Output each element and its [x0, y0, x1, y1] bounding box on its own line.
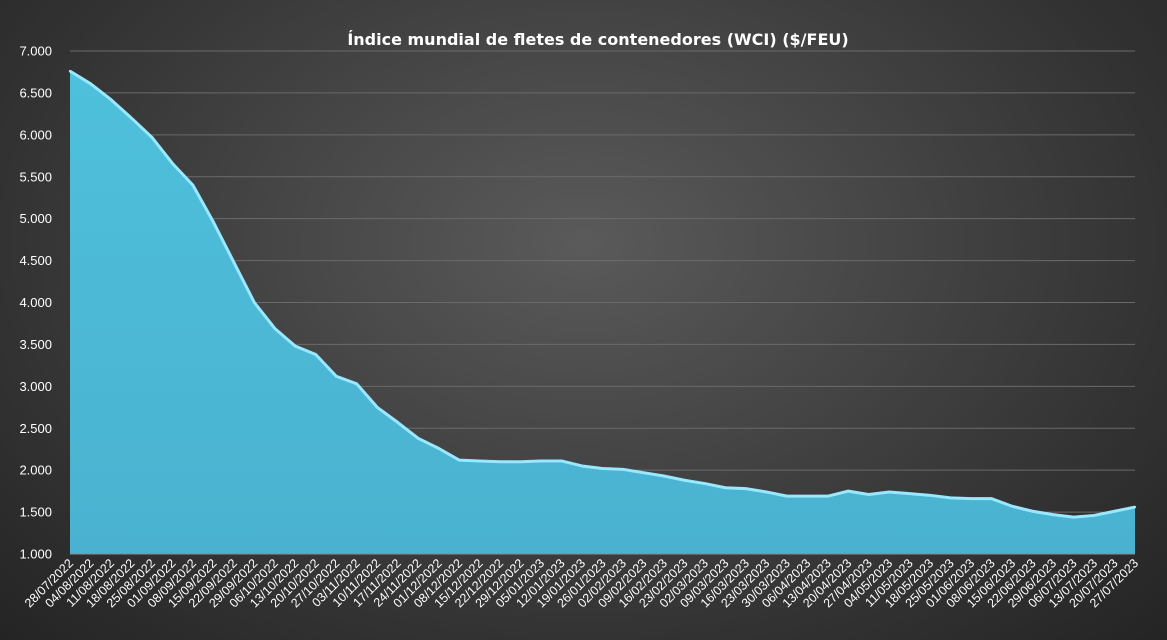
data-point	[662, 474, 666, 478]
data-point	[703, 482, 707, 485]
data-point	[908, 492, 911, 495]
data-point	[171, 162, 174, 165]
data-point	[847, 489, 850, 493]
data-point	[969, 497, 973, 500]
data-point	[314, 353, 317, 356]
y-tick-label: 1.500	[19, 505, 52, 520]
data-point	[867, 493, 870, 496]
data-point	[355, 382, 358, 386]
data-point	[949, 496, 952, 500]
data-point	[785, 494, 789, 498]
y-tick-label: 2.500	[19, 421, 52, 436]
y-tick-label: 4.000	[19, 295, 52, 310]
data-point	[396, 421, 399, 424]
data-point	[498, 460, 502, 463]
x-axis: 28/07/202204/08/202211/08/202218/08/2022…	[22, 553, 1141, 610]
data-point	[1010, 505, 1014, 508]
series-area	[70, 71, 1135, 555]
y-tick-label: 1.000	[19, 547, 52, 562]
data-point	[1113, 510, 1116, 513]
data-point	[1072, 515, 1075, 519]
chart-title: Índice mundial de fletes de contenedores…	[347, 30, 848, 49]
data-point	[294, 344, 297, 348]
plot-area	[68, 69, 1137, 555]
data-point	[150, 136, 154, 139]
data-point	[724, 486, 727, 489]
data-point	[765, 490, 768, 494]
data-point	[68, 69, 72, 73]
y-axis: 1.000 1.500 2.000 2.500 3.000 3.500 4.000 4.500…	[19, 44, 52, 562]
data-point	[478, 459, 481, 463]
data-point	[1051, 513, 1055, 516]
data-point	[253, 301, 256, 304]
data-point	[232, 261, 236, 264]
data-point	[1031, 510, 1034, 513]
data-point	[212, 220, 215, 224]
data-point	[744, 487, 748, 490]
data-point	[826, 494, 829, 498]
data-point	[601, 467, 604, 470]
data-point	[539, 459, 543, 463]
data-point	[580, 464, 584, 468]
data-point	[519, 460, 522, 463]
data-point	[437, 447, 440, 450]
data-point	[273, 327, 277, 330]
y-tick-label: 4.500	[19, 253, 52, 268]
data-point	[621, 468, 625, 471]
data-point	[1133, 505, 1137, 509]
data-point	[376, 406, 379, 409]
data-point	[335, 375, 338, 378]
y-tick-label: 2.000	[19, 463, 52, 478]
data-point	[416, 437, 420, 440]
data-point	[191, 183, 195, 187]
y-tick-label: 3.000	[19, 379, 52, 394]
data-point	[683, 479, 686, 482]
y-tick-label: 5.000	[19, 211, 52, 226]
data-point	[109, 98, 113, 101]
data-point	[457, 458, 461, 462]
data-point	[928, 494, 932, 497]
y-tick-label: 7.000	[19, 44, 52, 59]
y-tick-label: 6.000	[19, 127, 52, 142]
data-point	[1092, 514, 1096, 517]
data-point	[888, 490, 891, 494]
data-point	[560, 459, 563, 463]
y-tick-label: 3.500	[19, 337, 52, 352]
y-tick-label: 6.500	[19, 85, 52, 100]
data-point	[130, 116, 133, 120]
data-point	[642, 471, 645, 474]
data-point	[806, 494, 809, 498]
y-tick-label: 5.500	[19, 169, 52, 184]
data-point	[990, 497, 993, 500]
data-point	[89, 82, 92, 85]
